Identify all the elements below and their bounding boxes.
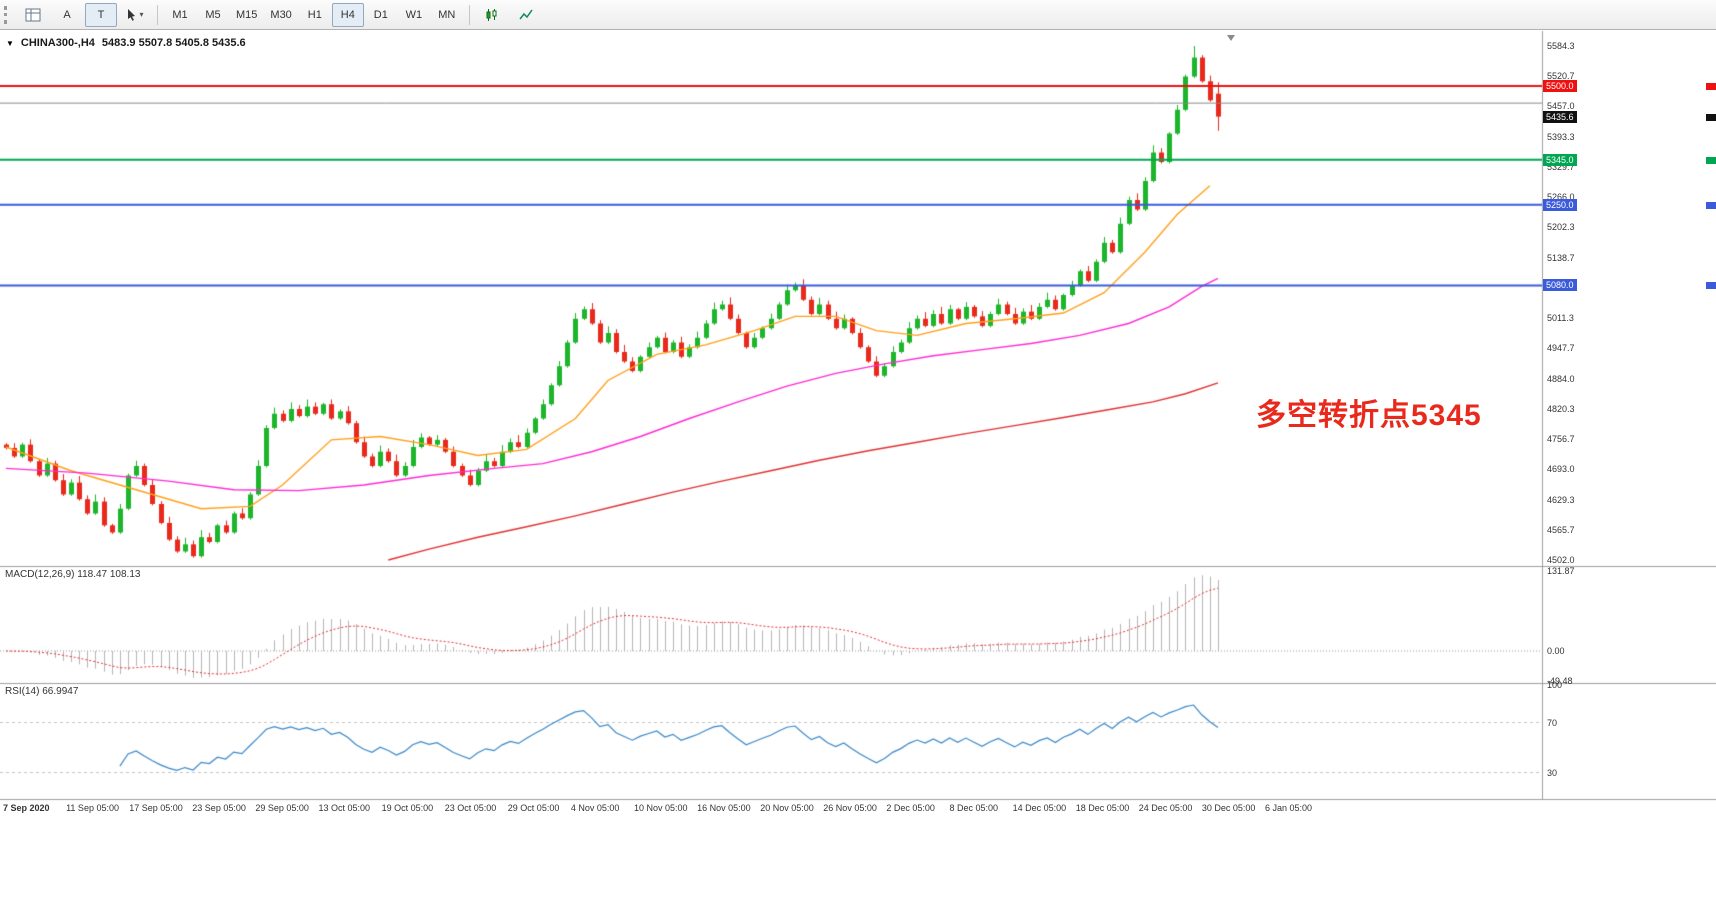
level-right-marker xyxy=(1706,156,1716,164)
price-axis-tick: 4884.0 xyxy=(1547,373,1575,384)
time-axis-label: 11 Sep 05:00 xyxy=(66,803,119,813)
timeframe-button-m1[interactable]: M1 xyxy=(172,8,188,21)
time-axis-label: 18 Dec 05:00 xyxy=(1075,803,1130,813)
toolbar-drag-handle[interactable] xyxy=(4,5,11,24)
price-axis-tick: 4947.7 xyxy=(1547,343,1575,354)
time-axis-label: 29 Oct 05:00 xyxy=(507,803,560,813)
macd-axis-label: -49.48 xyxy=(1547,676,1573,686)
price-axis-tick: 5584.3 xyxy=(1547,41,1575,51)
candlestick-style-icon xyxy=(486,8,497,21)
macd-title: MACD(12,26,9) xyxy=(5,569,75,580)
new-chart-icon[interactable] xyxy=(17,3,49,27)
level-right-marker xyxy=(1706,83,1716,91)
time-axis-label: 6 Jan 05:00 xyxy=(1265,803,1313,813)
price-axis-tick: 5393.3 xyxy=(1547,131,1575,142)
time-axis-label: 7 Sep 2020 xyxy=(3,803,50,813)
time-axis-label: 13 Oct 05:00 xyxy=(318,803,371,813)
time-axis-label: 19 Oct 05:00 xyxy=(381,803,434,813)
time-axis-label: 23 Oct 05:00 xyxy=(444,803,497,813)
text-label-button[interactable]: T xyxy=(85,2,117,27)
rsi-value: 66.9947 xyxy=(42,686,79,697)
macd-signal-value: 108.13 xyxy=(109,569,141,580)
time-axis-label: 29 Sep 05:00 xyxy=(255,803,309,813)
time-axis-label: 10 Nov 05:00 xyxy=(634,803,688,813)
ohlc-values: 5483.9 5507.8 5405.8 5435.6 xyxy=(101,37,246,49)
price-level-badge: 5080.0 xyxy=(1543,279,1577,292)
macd-main-value: 118.47 xyxy=(77,569,108,580)
time-axis-label: 17 Sep 05:00 xyxy=(129,803,183,813)
price-axis-tick: 5202.3 xyxy=(1547,222,1575,233)
price-level-badge: 5345.0 xyxy=(1543,153,1577,166)
toolbar: A T ▾ M1 M5 M15 M30 H1 H4 D1 W1 MN xyxy=(0,0,1716,30)
symbol-ohlc-header: ▼ CHINA300-,H4 5483.9 5507.8 5405.8 5435… xyxy=(6,37,246,49)
price-axis-tick: 5011.3 xyxy=(1547,313,1574,324)
price-axis-tick: 4565.7 xyxy=(1547,524,1575,535)
price-axis-tick: 5138.7 xyxy=(1547,252,1575,263)
chart-shift-marker[interactable] xyxy=(1227,35,1235,41)
price-level-badge: 5435.6 xyxy=(1543,110,1577,123)
price-level-badge: 5250.0 xyxy=(1543,198,1577,211)
rsi-title: RSI(14) xyxy=(5,686,40,697)
timeframe-button-mn[interactable]: MN xyxy=(438,8,456,21)
time-axis-label: 23 Sep 05:00 xyxy=(192,803,246,813)
rsi-axis-label: 30 xyxy=(1547,767,1558,778)
symbol-timeframe-label: CHINA300-,H4 xyxy=(20,37,95,49)
timeframe-button-m5[interactable]: M5 xyxy=(205,8,221,21)
time-axis-label: 20 Nov 05:00 xyxy=(760,803,814,813)
time-axis-label: 16 Nov 05:00 xyxy=(697,803,751,813)
price-axis-tick: 4756.7 xyxy=(1547,434,1575,445)
level-right-marker xyxy=(1706,113,1716,121)
chart-grid-icon xyxy=(25,8,41,21)
price-axis-tick: 5520.7 xyxy=(1547,71,1575,82)
level-right-marker xyxy=(1706,282,1716,290)
time-axis-label: 14 Dec 05:00 xyxy=(1012,803,1067,813)
macd-axis-label: 131.87 xyxy=(1547,566,1575,576)
dropdown-caret-icon: ▾ xyxy=(139,10,144,19)
timeframe-button-m15[interactable]: M15 xyxy=(236,8,258,21)
timeframe-button-d1[interactable]: D1 xyxy=(373,8,388,21)
time-axis-label: 4 Nov 05:00 xyxy=(570,803,620,813)
text-annotation-button[interactable]: A xyxy=(63,8,71,21)
indicators-button[interactable] xyxy=(510,3,542,27)
toolbar-separator xyxy=(468,4,470,25)
rsi-indicator-label: RSI(14) 66.9947 xyxy=(5,686,78,697)
time-axis-label: 24 Dec 05:00 xyxy=(1138,803,1193,813)
price-axis-tick: 4693.0 xyxy=(1547,464,1575,475)
timeframe-button-h4[interactable]: H4 xyxy=(331,2,364,27)
price-axis-tick: 4820.3 xyxy=(1547,403,1575,414)
price-axis-tick: 5266.0 xyxy=(1547,192,1575,203)
candlestick-style-button[interactable] xyxy=(476,3,508,27)
time-axis-label: 30 Dec 05:00 xyxy=(1201,803,1256,813)
price-axis-tick: 5457.0 xyxy=(1547,101,1575,112)
price-axis-tick: 5329.7 xyxy=(1547,161,1575,172)
price-axis-tick: 4502.0 xyxy=(1547,555,1575,565)
symbol-dropdown-icon[interactable]: ▼ xyxy=(6,38,14,48)
timeframe-button-w1[interactable]: W1 xyxy=(405,8,423,21)
macd-indicator-label: MACD(12,26,9) 118.47 108.13 xyxy=(5,569,140,580)
rsi-axis-label: 70 xyxy=(1547,717,1558,728)
toolbar-separator xyxy=(157,4,158,25)
time-axis-label: 8 Dec 05:00 xyxy=(949,803,999,813)
time-axis-label: 2 Dec 05:00 xyxy=(886,803,935,813)
cursor-icon xyxy=(128,9,136,21)
level-right-marker xyxy=(1706,201,1716,209)
chart-annotation-text: 多空转折点5345 xyxy=(1256,399,1482,432)
price-axis-tick: 4629.3 xyxy=(1547,494,1575,505)
timeframe-button-h1[interactable]: H1 xyxy=(307,8,322,21)
indicators-icon xyxy=(519,9,533,19)
timeframe-group: M1 M5 M15 M30 H1 H4 D1 W1 MN xyxy=(164,2,463,27)
price-level-badge: 5500.0 xyxy=(1543,80,1577,93)
macd-axis-label: 0.00 xyxy=(1547,645,1565,656)
cursor-tool-button[interactable]: ▾ xyxy=(119,3,151,27)
rsi-axis-label: 100 xyxy=(1547,680,1563,690)
time-axis-label: 26 Nov 05:00 xyxy=(823,803,877,813)
timeframe-button-m30[interactable]: M30 xyxy=(270,8,292,21)
